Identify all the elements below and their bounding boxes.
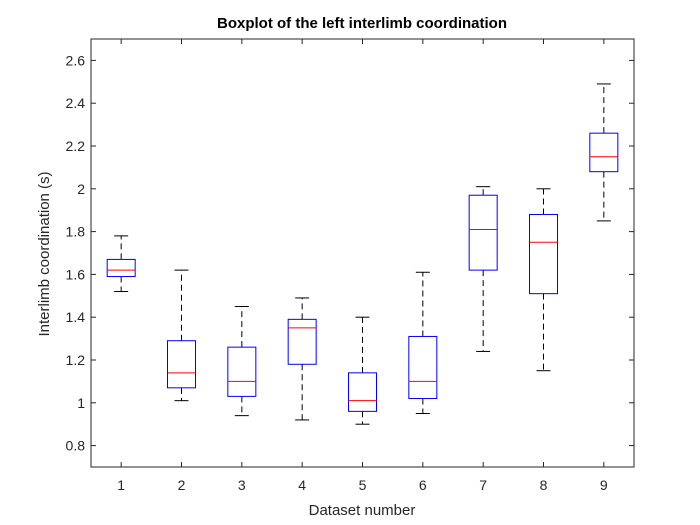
box-iqr — [408, 335, 438, 400]
y-tick-label: 2.6 — [66, 52, 86, 68]
chart-title: Boxplot of the left interlimb coordinati… — [217, 15, 507, 32]
x-tick-label: 1 — [117, 477, 125, 493]
x-tick-label: 7 — [479, 477, 487, 493]
axes-frame — [90, 38, 635, 468]
box-iqr — [287, 318, 317, 365]
plot-area: 0.8 1 1.2 1.4 1.6 1.8 2 2.2 2.4 2.6 1 2 3 4 5 6 7 8 9 — [66, 38, 635, 493]
box-iqr — [468, 194, 498, 271]
y-tick-label: 2 — [77, 181, 85, 197]
y-axis-label: Interlimb coordination (s) — [36, 171, 53, 336]
box-iqr — [106, 258, 136, 278]
y-tick-label: 2.4 — [66, 95, 86, 111]
box-iqr — [348, 372, 377, 412]
x-tick-label: 4 — [298, 477, 306, 493]
y-tick-label: 1.4 — [66, 309, 86, 325]
box-iqr — [529, 213, 558, 295]
y-tick-label: 1.2 — [66, 352, 86, 368]
x-axis-label: Dataset number — [309, 502, 416, 519]
x-tick-label: 6 — [419, 477, 427, 493]
y-tick-label: 1 — [77, 395, 85, 411]
x-tick-label: 9 — [600, 477, 608, 493]
x-tick-label: 5 — [359, 477, 367, 493]
y-tick-label: 2.2 — [66, 138, 86, 154]
box-iqr — [227, 346, 257, 397]
x-tick-label: 2 — [178, 477, 186, 493]
box-iqr — [589, 132, 619, 173]
x-tick-label: 3 — [238, 477, 246, 493]
x-tick-label: 8 — [540, 477, 548, 493]
y-tick-label: 1.8 — [66, 224, 86, 240]
y-tick-label: 1.6 — [66, 266, 86, 282]
y-tick-label: 0.8 — [66, 438, 86, 454]
box-iqr — [167, 340, 196, 389]
